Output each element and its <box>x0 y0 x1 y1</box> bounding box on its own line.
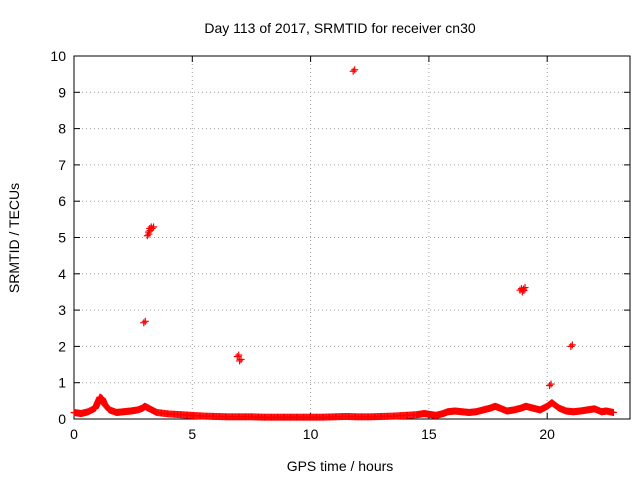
outlier-point <box>148 224 156 232</box>
y-tick-label: 3 <box>58 302 66 318</box>
y-tick-label: 2 <box>58 338 66 354</box>
x-axis-label: GPS time / hours <box>287 458 394 474</box>
y-tick-label: 5 <box>58 230 66 246</box>
outlier-point <box>520 285 528 293</box>
grid-lines <box>74 56 630 419</box>
y-tick-label: 6 <box>58 193 66 209</box>
y-tick-label: 1 <box>58 375 66 391</box>
outlier-point <box>568 341 576 349</box>
data-points <box>70 66 617 421</box>
outlier-point <box>567 342 575 350</box>
outlier-point <box>236 357 244 365</box>
chart-title: Day 113 of 2017, SRMTID for receiver cn3… <box>204 20 476 36</box>
outlier-point <box>150 223 158 231</box>
y-tick-label: 10 <box>50 48 66 64</box>
outlier-point <box>237 355 245 363</box>
outlier-point <box>233 353 241 361</box>
outlier-point <box>143 232 151 240</box>
y-tick-label: 9 <box>58 84 66 100</box>
outlier-point <box>145 228 153 236</box>
x-tick-label: 10 <box>303 426 319 442</box>
y-tick-label: 0 <box>58 411 66 427</box>
outlier-point <box>547 380 555 388</box>
outlier-point <box>521 284 529 292</box>
outlier-point <box>235 351 243 359</box>
outlier-point <box>349 67 357 75</box>
x-tick-label: 0 <box>70 426 78 442</box>
x-tick-label: 5 <box>188 426 196 442</box>
outlier-point <box>140 319 148 327</box>
y-axis-label: SRMTID / TECUs <box>6 183 22 293</box>
y-tick-label: 8 <box>58 121 66 137</box>
y-tick-label: 4 <box>58 266 66 282</box>
tick-labels: 0 5 10 15 20 0 1 2 3 4 5 6 7 8 9 10 <box>50 48 555 442</box>
outlier-point <box>141 317 149 325</box>
outlier-point <box>351 66 359 74</box>
baseline-point <box>609 408 617 416</box>
y-tick-label: 7 <box>58 157 66 173</box>
x-tick-label: 15 <box>421 426 437 442</box>
outlier-point <box>546 382 554 390</box>
x-tick-label: 20 <box>539 426 555 442</box>
